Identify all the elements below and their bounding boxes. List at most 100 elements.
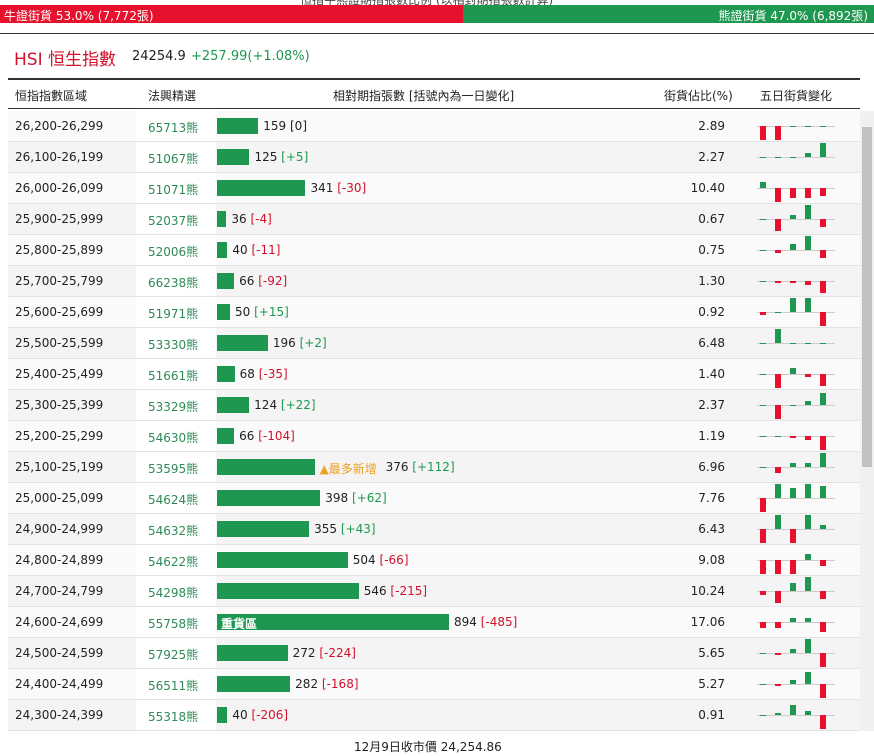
bear-bar	[463, 5, 874, 23]
five-day-bar	[760, 591, 766, 595]
code: 51661熊	[148, 369, 199, 383]
code-cell-bg	[136, 390, 216, 420]
table-row: 24,600-24,699 55758熊 重貨區 894 -485 17.06	[8, 607, 860, 638]
five-day-bar	[775, 560, 781, 574]
count-label: 40 -206	[232, 708, 288, 722]
count: 40	[232, 243, 248, 257]
table-row: 24,800-24,899 54622熊 504 -66 9.08	[8, 545, 860, 576]
heavy-tag: 重貨區	[221, 617, 258, 631]
index-title: HSI 恒生指數	[14, 50, 116, 70]
caption: 恒指牛熊證期指張數比例 (以相對期指張數計算)	[300, 0, 554, 7]
share: 2.37	[698, 398, 725, 412]
five-day-bar	[790, 368, 796, 374]
code-cell-bg	[136, 545, 216, 575]
code-cell-bg	[136, 359, 216, 389]
table-row: 25,600-25,699 51971熊 50 +15 0.92	[8, 297, 860, 328]
five-day-bar	[760, 560, 766, 574]
code-cell-bg	[136, 607, 216, 637]
spark-base	[757, 560, 835, 561]
five-day-bar	[775, 312, 781, 313]
count-label: 159 0	[263, 119, 307, 133]
change: -35	[259, 367, 288, 381]
count: 282	[295, 677, 319, 691]
code-cell-bg	[136, 297, 216, 327]
count-label: 546 -215	[364, 584, 427, 598]
five-day-bar	[790, 649, 796, 653]
change: +62	[352, 491, 387, 505]
code: 54624熊	[148, 493, 199, 507]
spark-base	[757, 467, 835, 468]
code: 53595熊	[148, 462, 199, 476]
five-day-bar	[805, 639, 811, 653]
five-day-bar	[760, 281, 766, 282]
count: 272	[292, 646, 316, 660]
bull-bar	[0, 5, 464, 23]
share: 17.06	[690, 615, 725, 629]
range: 25,700-25,799	[15, 274, 104, 288]
table-row: 24,400-24,499 56511熊 282 -168 5.27	[8, 669, 860, 700]
code: 55318熊	[148, 710, 199, 724]
five-day-bar	[775, 515, 781, 529]
spark-base	[757, 715, 835, 716]
five-day-bar	[760, 250, 766, 251]
code-cell-bg	[136, 328, 216, 358]
five-day-bar	[805, 672, 811, 684]
table-row: 25,200-25,299 54630熊 66 -104 1.19	[8, 421, 860, 452]
five-day-bar	[805, 515, 811, 529]
count-bar	[217, 552, 348, 568]
code-cell-bg	[136, 235, 216, 265]
spark-base	[757, 684, 835, 685]
five-day-bar	[790, 680, 796, 684]
change: -168	[322, 677, 359, 691]
five-day-bar	[805, 484, 811, 498]
five-day-bar	[805, 577, 811, 591]
spark-base	[757, 436, 835, 437]
scroll-thumb[interactable]	[862, 127, 872, 467]
spark-base	[757, 188, 835, 189]
count: 355	[314, 522, 338, 536]
five-day-bar	[790, 529, 796, 543]
count-label: 50 +15	[235, 305, 289, 319]
note: ▲最多新增	[319, 462, 377, 476]
range: 25,000-25,099	[15, 491, 104, 505]
count-label: 341 -30	[310, 181, 366, 195]
change: -30	[337, 181, 366, 195]
five-day-bar	[820, 453, 826, 467]
code: 54632熊	[148, 524, 199, 538]
range: 24,700-24,799	[15, 584, 104, 598]
share: 0.92	[698, 305, 725, 319]
range: 25,200-25,299	[15, 429, 104, 443]
range: 25,500-25,599	[15, 336, 104, 350]
table-row: 25,400-25,499 51661熊 68 -35 1.40	[8, 359, 860, 390]
range: 24,600-24,699	[15, 615, 104, 629]
code: 52006熊	[148, 245, 199, 259]
range: 25,400-25,499	[15, 367, 104, 381]
five-day-bar	[820, 126, 826, 127]
code-cell-bg	[136, 514, 216, 544]
spark-base	[757, 653, 835, 654]
five-day-bar	[820, 374, 826, 386]
range: 26,100-26,199	[15, 150, 104, 164]
five-day-bar	[775, 622, 781, 628]
count-label: 66 -92	[239, 274, 287, 288]
count: 50	[234, 305, 251, 319]
five-day-bar	[820, 560, 826, 566]
share: 6.96	[698, 460, 725, 474]
spark-base	[757, 374, 835, 375]
range: 26,000-26,099	[15, 181, 104, 195]
five-day-bar	[790, 188, 796, 198]
count-label: 68 -35	[240, 367, 288, 381]
five-day-bar	[775, 591, 781, 603]
five-day-bar	[775, 250, 781, 253]
count-bar	[217, 521, 310, 537]
change: +22	[281, 398, 316, 412]
count-bar	[217, 366, 235, 382]
spark-base	[757, 157, 835, 158]
count-bar: 重貨區	[217, 614, 449, 631]
change: 0	[290, 119, 307, 133]
five-day-bar	[820, 143, 826, 157]
scrollbar[interactable]	[860, 111, 874, 731]
change: +112	[412, 460, 454, 474]
count-bar	[217, 180, 306, 196]
code-cell-bg	[136, 421, 216, 451]
